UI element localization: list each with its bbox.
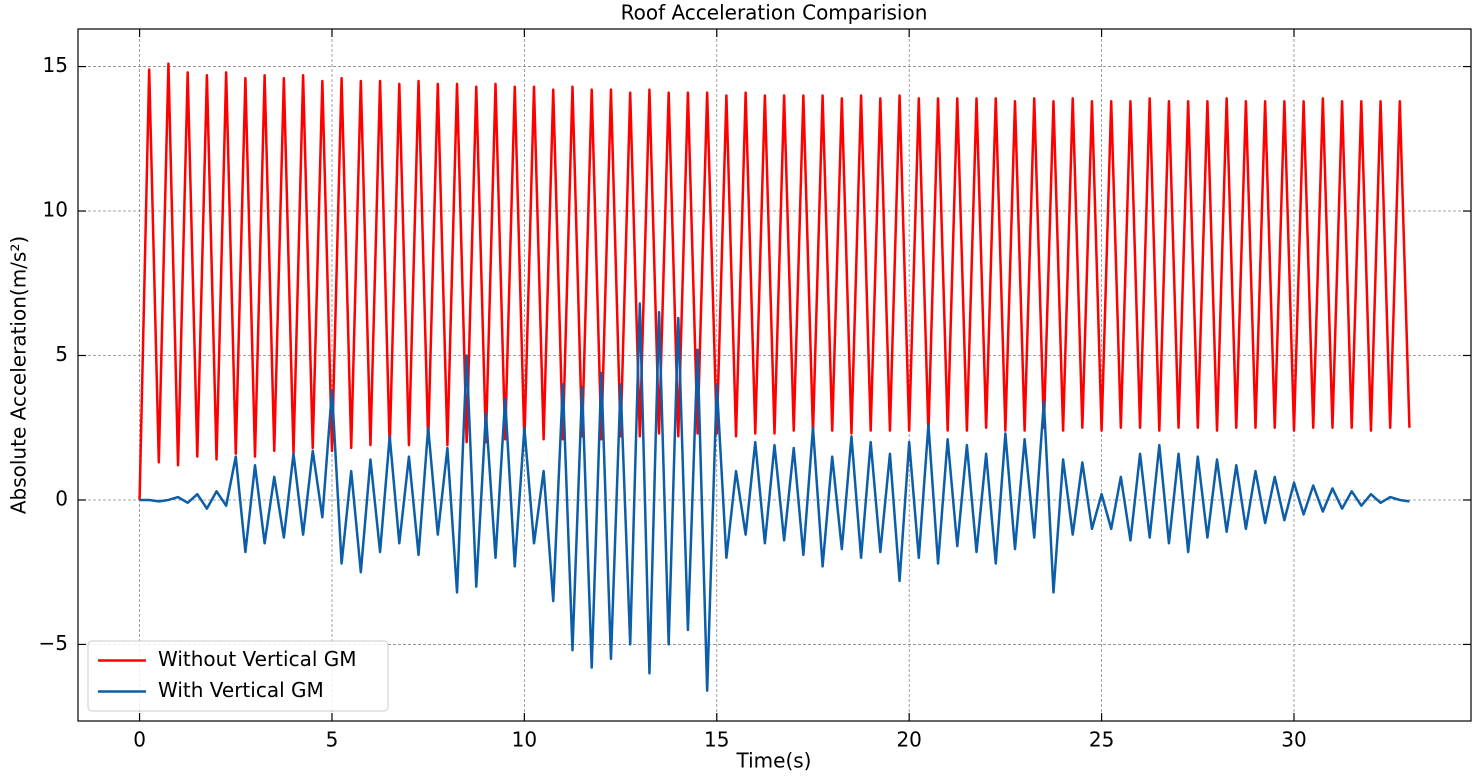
- legend-box: [87, 640, 389, 712]
- y-tick-label: 10: [43, 198, 68, 222]
- x-tick-label: 20: [896, 728, 921, 752]
- legend-label: With Vertical GM: [158, 678, 324, 702]
- x-tick-label: 5: [326, 728, 339, 752]
- x-tick-label: 15: [704, 728, 729, 752]
- y-tick-label: 5: [55, 342, 68, 366]
- y-tick-label: 0: [55, 486, 68, 510]
- x-tick-label: 10: [512, 728, 537, 752]
- x-axis-label: Time(s): [736, 749, 812, 773]
- plot-frame: [77, 28, 1472, 722]
- y-tick-label: 15: [43, 53, 68, 77]
- legend-label: Without Vertical GM: [158, 647, 357, 671]
- data-line: [138, 62, 1411, 500]
- x-tick-label: 30: [1281, 728, 1306, 752]
- data-line: [139, 302, 1410, 692]
- x-tick-label: 25: [1089, 728, 1114, 752]
- chart-title: Roof Acceleration Comparision: [621, 1, 928, 25]
- x-tick-label: 0: [133, 728, 146, 752]
- y-tick-label: −5: [39, 631, 68, 655]
- y-axis-label: Absolute Acceleration(m/s²): [7, 236, 31, 514]
